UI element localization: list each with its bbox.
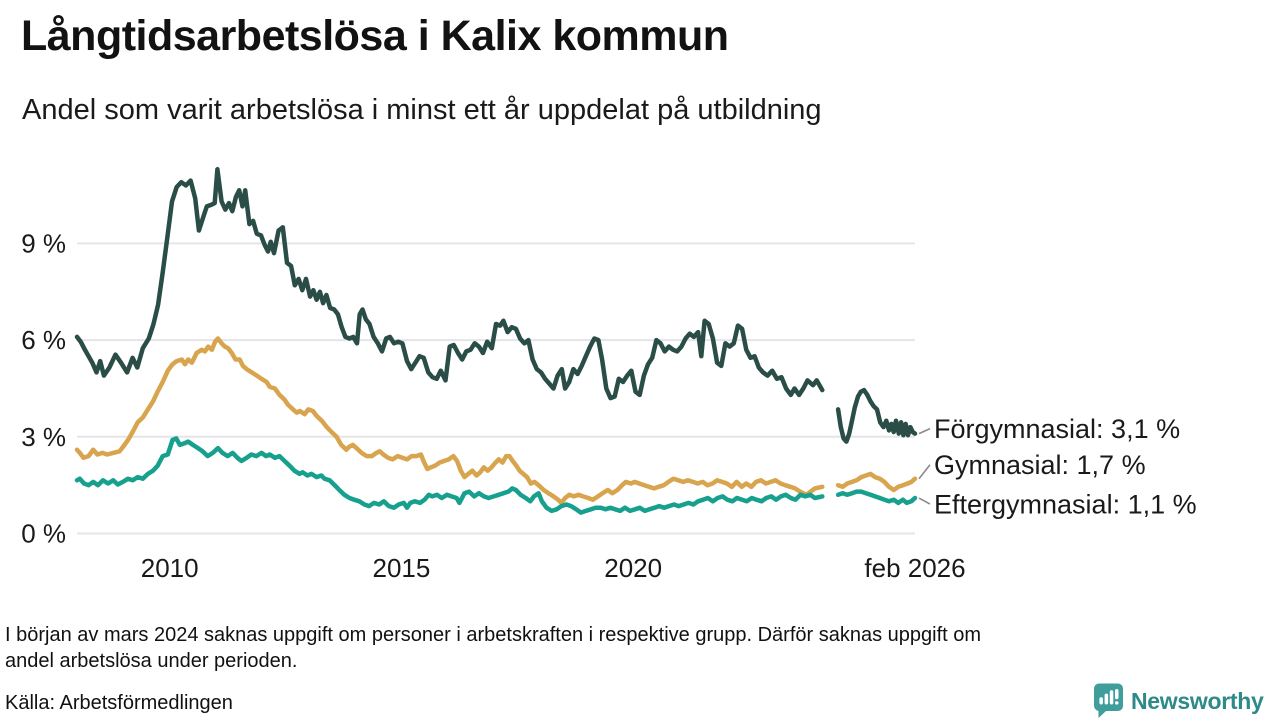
newsworthy-logo: Newsworthy (1093, 683, 1264, 719)
x-axis-tick-label: 2015 (373, 553, 431, 583)
chart-footnote: I början av mars 2024 saknas uppgift om … (5, 622, 1245, 674)
footnote-line-1: I början av mars 2024 saknas uppgift om … (5, 624, 982, 646)
series-end-label-förgymnasial: Förgymnasial: 3,1 % (934, 414, 1180, 444)
series-line-förgymnasial (835, 387, 918, 444)
page-title: Långtidsarbetslösa i Kalix kommun (21, 12, 729, 60)
newsworthy-logo-text: Newsworthy (1131, 687, 1264, 714)
series-line-gymnasial (835, 471, 918, 493)
footnote-line-2: andel arbetslösa under perioden. (5, 650, 298, 672)
newsworthy-logo-icon (1094, 683, 1123, 718)
series-line-eftergymnasial (74, 436, 825, 515)
label-connector-line (918, 497, 931, 505)
x-axis-tick-label: 2010 (141, 553, 199, 583)
series-end-label-gymnasial: Gymnasial: 1,7 % (934, 450, 1146, 480)
label-connector-line (918, 464, 931, 480)
y-axis-tick-label: 9 % (21, 228, 66, 258)
y-axis-tick-label: 6 % (21, 325, 66, 355)
series-line-gymnasial (74, 336, 825, 506)
y-axis-tick-label: 0 % (21, 519, 66, 549)
source-credit: Källa: Arbetsförmedlingen (5, 692, 233, 714)
series-end-label-eftergymnasial: Eftergymnasial: 1,1 % (934, 490, 1197, 520)
series-line-eftergymnasial (835, 489, 918, 506)
y-axis-tick-label: 3 % (21, 422, 66, 452)
series-line-förgymnasial (74, 167, 825, 401)
x-axis-tick-label: feb 2026 (864, 553, 965, 583)
label-connector-line (918, 427, 931, 435)
x-axis-tick-label: 2020 (604, 553, 662, 583)
page-subtitle: Andel som varit arbetslösa i minst ett å… (22, 94, 822, 126)
